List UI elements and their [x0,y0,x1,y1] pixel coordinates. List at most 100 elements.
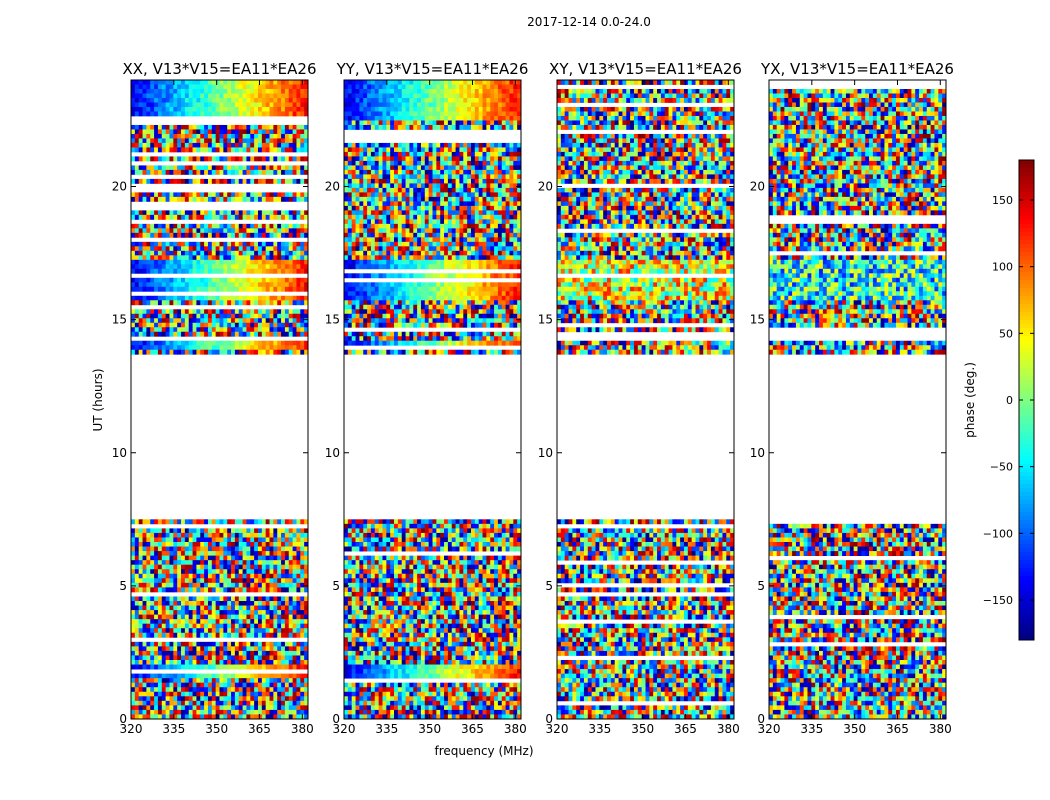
x-tick-label: 350 [418,722,441,736]
colorbar-step [1019,592,1034,597]
colorbar-step [1019,268,1034,273]
y-tick-label: 0 [332,712,340,726]
y-tick-label: 15 [112,313,127,327]
colorbar-step [1019,636,1034,641]
colorbar-tick-label: 0 [1006,394,1013,407]
colorbar-step [1019,596,1034,601]
colorbar-step [1019,496,1034,501]
figure-suptitle: 2017-12-14 0.0-24.0 [527,15,651,29]
colorbar-step [1019,584,1034,589]
y-tick-label: 0 [119,712,127,726]
colorbar-step [1019,564,1034,569]
colorbar-step [1019,460,1034,465]
colorbar-step [1019,372,1034,377]
colorbar-step [1019,300,1034,305]
colorbar-step [1019,492,1034,497]
colorbar-step [1019,544,1034,549]
colorbar: −150 −100 −50 0 50 100 150 [983,159,1035,641]
colorbar-step [1019,432,1034,437]
x-axis-label: frequency (MHz) [434,744,533,758]
y-tick-label: 10 [112,446,127,460]
colorbar-step [1019,396,1034,401]
y-tick-label: 15 [325,313,340,327]
x-tick-label: 380 [504,722,527,736]
colorbar-step [1019,488,1034,493]
colorbar-step [1019,484,1034,489]
colorbar-step [1019,232,1034,237]
x-tick-label: 320 [333,722,356,736]
colorbar-step [1019,368,1034,373]
colorbar-step [1019,552,1034,557]
x-tick-label: 380 [291,722,314,736]
colorbar-step [1019,356,1034,361]
panel-frame [130,79,309,720]
colorbar-step [1019,272,1034,277]
colorbar-step [1019,188,1034,193]
colorbar-step [1019,400,1034,405]
colorbar-step [1019,456,1034,461]
colorbar-step [1019,576,1034,581]
colorbar-step [1019,216,1034,221]
x-tick-label: 380 [929,722,952,736]
colorbar-step [1019,536,1034,541]
colorbar-step [1019,196,1034,201]
colorbar-step [1019,568,1034,573]
panel-frame [343,79,522,720]
colorbar-step [1019,448,1034,453]
colorbar-tick-label: 150 [992,194,1013,207]
colorbar-step [1019,620,1034,625]
colorbar-step [1019,328,1034,333]
colorbar-step [1019,416,1034,421]
colorbar-step [1019,276,1034,281]
colorbar-step [1019,256,1034,261]
colorbar-step [1019,524,1034,529]
colorbar-tick-label: 100 [992,261,1013,274]
y-tick-label: 20 [750,180,765,194]
x-tick-label: 350 [205,722,228,736]
colorbar-tick-label: 50 [999,327,1013,340]
colorbar-step [1019,248,1034,253]
colorbar-step [1019,512,1034,517]
panel-title: YX, V13*V15=EA11*EA26 [760,60,954,78]
colorbar-step [1019,508,1034,513]
y-tick-label: 5 [545,579,553,593]
colorbar-step [1019,208,1034,213]
colorbar-step [1019,452,1034,457]
colorbar-step [1019,176,1034,181]
y-tick-label: 5 [119,579,127,593]
y-tick-label: 15 [538,313,553,327]
colorbar-step [1019,228,1034,233]
colorbar-step [1019,436,1034,441]
y-tick-label: 10 [538,446,553,460]
colorbar-step [1019,364,1034,369]
colorbar-step [1019,376,1034,381]
y-tick-label: 5 [757,579,765,593]
colorbar-step [1019,560,1034,565]
x-tick-label: 365 [674,722,697,736]
y-tick-label: 10 [325,446,340,460]
phase-heatmap [557,80,734,719]
y-tick-label: 20 [538,180,553,194]
colorbar-step [1019,520,1034,525]
colorbar-step [1019,220,1034,225]
colorbar-step [1019,420,1034,425]
y-tick-label: 5 [332,579,340,593]
colorbar-step [1019,352,1034,357]
colorbar-step [1019,472,1034,477]
colorbar-step [1019,332,1034,337]
colorbar-step [1019,384,1034,389]
colorbar-tick-label: −150 [983,594,1013,607]
x-tick-label: 320 [120,722,143,736]
colorbar-step [1019,348,1034,353]
y-axis-label: UT (hours) [91,368,105,431]
colorbar-step [1019,408,1034,413]
panel-title: XY, V13*V15=EA11*EA26 [549,60,742,78]
colorbar-step [1019,344,1034,349]
x-tick-label: 350 [631,722,654,736]
colorbar-step [1019,168,1034,173]
colorbar-step [1019,516,1034,521]
colorbar-step [1019,292,1034,297]
colorbar-step [1019,612,1034,617]
